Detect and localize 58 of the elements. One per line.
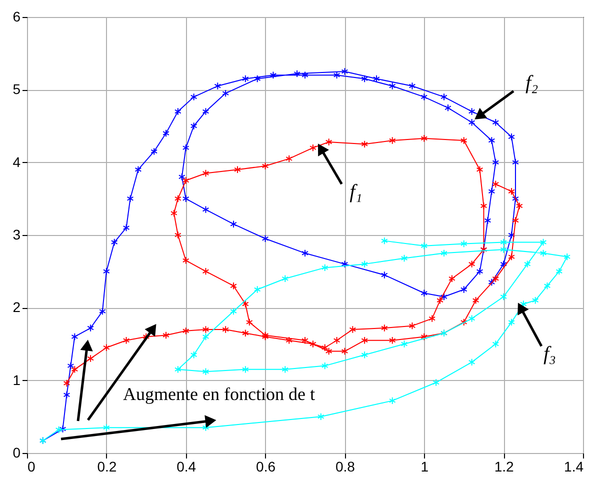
y-tick-label: 5 bbox=[12, 81, 21, 98]
point bbox=[532, 296, 539, 304]
point bbox=[254, 286, 261, 294]
point bbox=[400, 340, 408, 348]
point bbox=[556, 267, 563, 276]
y-tick-label: 3 bbox=[12, 226, 21, 242]
x-tick-label: 0.6 bbox=[256, 458, 276, 474]
point bbox=[468, 314, 476, 322]
point bbox=[492, 340, 500, 348]
point bbox=[540, 238, 547, 246]
y-tick-label: 2 bbox=[12, 299, 21, 316]
point bbox=[500, 292, 507, 301]
point bbox=[524, 260, 531, 268]
point bbox=[500, 246, 507, 254]
annotation: f₃ bbox=[543, 343, 556, 366]
point bbox=[460, 240, 468, 248]
point bbox=[440, 249, 448, 258]
point bbox=[321, 264, 328, 272]
x-tick-label: 0.4 bbox=[176, 458, 196, 474]
annotation: f₂ bbox=[526, 72, 538, 94]
point bbox=[508, 318, 515, 326]
point bbox=[361, 351, 368, 359]
point bbox=[190, 351, 198, 359]
point bbox=[564, 252, 571, 261]
point bbox=[432, 378, 440, 386]
y-tick-label: 0 bbox=[12, 444, 21, 460]
y-tick-label: 1 bbox=[12, 372, 21, 388]
y-tick-label: 4 bbox=[12, 154, 21, 170]
annotation: Augmente en fonction de t bbox=[123, 384, 315, 404]
point bbox=[230, 307, 237, 316]
point bbox=[500, 238, 507, 246]
x-tick-label: 1 bbox=[420, 458, 429, 474]
point bbox=[174, 366, 182, 374]
point bbox=[361, 260, 368, 268]
point bbox=[388, 396, 396, 405]
point bbox=[55, 426, 62, 434]
point bbox=[202, 424, 210, 432]
point bbox=[202, 368, 210, 376]
point bbox=[282, 366, 289, 374]
point bbox=[317, 412, 324, 421]
x-tick-label: 0 bbox=[28, 458, 36, 474]
point bbox=[381, 236, 388, 245]
point bbox=[544, 282, 551, 290]
x-tick-label: 0.8 bbox=[335, 458, 356, 474]
point bbox=[242, 366, 249, 374]
x-tick-label: 1.2 bbox=[494, 458, 514, 474]
point bbox=[103, 424, 110, 432]
point bbox=[400, 254, 408, 262]
x-tick-label: 1.4 bbox=[564, 458, 584, 474]
y-tick-label: 6 bbox=[12, 8, 21, 24]
point bbox=[468, 358, 476, 366]
point bbox=[282, 274, 289, 282]
point bbox=[202, 332, 210, 341]
point bbox=[540, 249, 547, 258]
point bbox=[321, 362, 328, 370]
x-tick-label: 0.2 bbox=[97, 458, 117, 474]
annotation: f₁ bbox=[350, 180, 362, 203]
point bbox=[420, 242, 428, 250]
